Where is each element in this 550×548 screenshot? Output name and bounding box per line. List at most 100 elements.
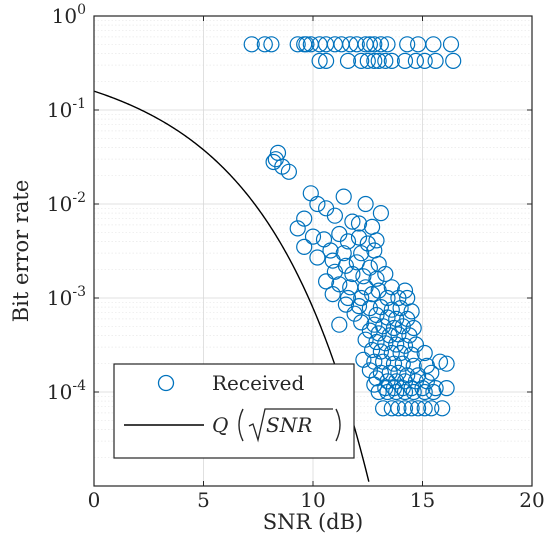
y-axis-ticks: 10-4 10-3 10-2 10-1 100	[47, 2, 532, 404]
data-point	[265, 153, 282, 171]
data-point	[263, 36, 280, 53]
x-tick-label: 0	[88, 488, 101, 512]
data-point	[370, 383, 387, 401]
data-point	[434, 400, 451, 417]
y-tick-label: 10-2	[47, 190, 86, 216]
data-point	[383, 301, 400, 318]
x-tick-label: 5	[197, 488, 210, 512]
data-point	[427, 52, 444, 70]
data-point	[394, 355, 411, 372]
data-point	[416, 383, 433, 401]
data-point	[256, 36, 273, 53]
y-tick-label: 10-4	[47, 378, 86, 404]
data-point	[353, 289, 370, 307]
data-point	[359, 52, 376, 70]
data-point	[405, 357, 422, 374]
data-point	[399, 36, 416, 53]
data-point	[289, 220, 306, 237]
data-point	[368, 333, 385, 351]
data-point	[353, 314, 370, 331]
data-point	[390, 400, 407, 417]
data-point	[425, 383, 442, 401]
data-point	[370, 52, 387, 70]
data-point	[407, 336, 424, 353]
data-point	[368, 370, 385, 387]
data-point	[379, 289, 396, 307]
data-point	[318, 52, 335, 70]
data-point	[339, 52, 357, 70]
data-point	[296, 210, 313, 227]
data-point	[396, 383, 414, 401]
data-point	[379, 36, 396, 53]
data-point	[438, 380, 455, 397]
data-point	[353, 52, 370, 70]
data-point	[322, 242, 339, 259]
x-tick-label: 10	[300, 488, 325, 512]
data-point	[350, 215, 368, 232]
data-point	[403, 303, 420, 320]
y-tick-label: 10-3	[47, 284, 86, 310]
data-point	[401, 327, 418, 344]
data-point	[304, 228, 322, 245]
data-point	[353, 245, 370, 262]
data-point	[309, 195, 326, 213]
data-point	[331, 316, 348, 333]
data-point	[407, 52, 424, 70]
data-point	[344, 265, 361, 283]
q-function-curve	[93, 90, 370, 482]
data-point	[296, 238, 313, 255]
data-point	[388, 336, 405, 353]
data-point	[410, 400, 427, 417]
data-point	[326, 263, 343, 280]
data-point	[267, 151, 284, 168]
data-markers	[243, 36, 462, 417]
data-point	[364, 341, 381, 359]
x-tick-label: 20	[519, 488, 544, 512]
legend-label-q: Q	[212, 413, 228, 437]
x-axis-label: SNR (dB)	[263, 510, 364, 534]
data-point	[416, 400, 433, 417]
data-point	[344, 213, 361, 230]
data-point	[381, 327, 398, 344]
data-point	[335, 245, 352, 262]
data-point	[289, 36, 306, 53]
data-point	[243, 36, 260, 53]
data-point	[388, 383, 405, 401]
data-point	[364, 286, 381, 303]
data-point	[431, 353, 449, 370]
data-point	[366, 52, 383, 70]
data-point	[298, 36, 315, 53]
data-point	[309, 249, 326, 266]
data-point	[423, 364, 440, 381]
data-point	[416, 52, 433, 70]
legend-label-q-arg: SNR	[266, 413, 312, 437]
data-point	[335, 188, 352, 205]
data-point	[350, 298, 368, 315]
data-point	[326, 207, 343, 224]
data-point	[379, 373, 396, 390]
data-point	[377, 265, 394, 283]
legend-paren-left	[238, 408, 244, 442]
x-tick-label: 15	[410, 488, 435, 512]
data-point	[339, 289, 357, 307]
data-point	[390, 364, 407, 381]
data-point	[357, 279, 374, 296]
data-point	[368, 270, 385, 287]
data-point	[366, 36, 383, 53]
y-tick-label: 100	[52, 2, 86, 28]
data-point	[377, 52, 394, 70]
data-point	[339, 233, 357, 250]
data-point	[377, 335, 394, 352]
legend-paren-right	[335, 408, 341, 442]
data-point	[425, 36, 442, 53]
data-point	[427, 380, 444, 397]
data-point	[379, 383, 396, 401]
data-point	[396, 52, 414, 70]
data-point	[324, 286, 341, 303]
data-point	[368, 232, 385, 249]
x-axis-ticks: 0 5 10 15 20	[88, 16, 545, 512]
data-point	[348, 36, 365, 53]
data-point	[372, 205, 389, 222]
data-point	[405, 383, 422, 401]
data-point	[350, 229, 368, 246]
